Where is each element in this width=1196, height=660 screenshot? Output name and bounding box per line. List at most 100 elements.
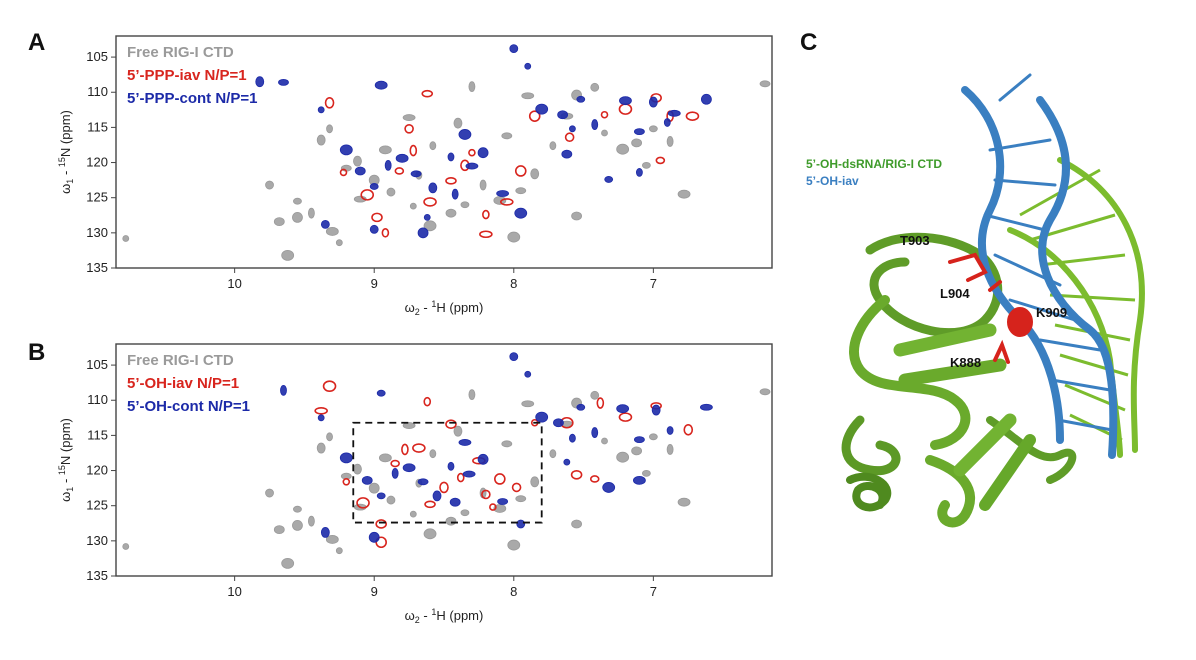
panel-a-legend: Free RIG-I CTD 5’-PPP-iav N/P=1 5’-PPP-c… bbox=[127, 44, 257, 107]
peak-point bbox=[631, 446, 643, 456]
peak-point bbox=[429, 449, 437, 459]
peak-point bbox=[453, 425, 463, 437]
peak-point bbox=[648, 433, 658, 441]
peak-point bbox=[701, 93, 712, 105]
peak-point bbox=[460, 509, 470, 517]
peak-point bbox=[326, 124, 333, 134]
y-tick-label: 120 bbox=[86, 463, 108, 478]
peak-point bbox=[378, 453, 392, 463]
peak-point bbox=[514, 165, 527, 177]
peak-point bbox=[648, 96, 658, 108]
peak-point bbox=[641, 469, 651, 477]
peak-point bbox=[439, 481, 449, 494]
peak-point bbox=[511, 482, 522, 493]
panel-a-spectrum: 10 9 8 7 105 110 115 120 125 130 135 Free RIG-I CT… bbox=[57, 35, 773, 317]
peak-point bbox=[667, 109, 681, 117]
peak-point bbox=[685, 111, 700, 121]
peak-point bbox=[317, 414, 325, 422]
peak-point bbox=[368, 531, 380, 543]
peak-point bbox=[666, 444, 674, 455]
peak-point bbox=[634, 436, 645, 444]
peak-point bbox=[402, 114, 416, 121]
peak-point bbox=[335, 239, 343, 247]
x-tick-label: 9 bbox=[371, 584, 378, 599]
peak-point bbox=[515, 495, 527, 503]
residue-label-k888: K888 bbox=[950, 355, 981, 370]
peak-point bbox=[402, 422, 416, 429]
peak-point bbox=[589, 475, 600, 483]
peak-point bbox=[524, 62, 532, 70]
peak-point bbox=[700, 403, 713, 411]
series-iav bbox=[324, 89, 700, 239]
peak-point bbox=[368, 482, 380, 494]
peak-point bbox=[501, 440, 513, 448]
peak-point bbox=[549, 141, 557, 151]
peak-point bbox=[316, 134, 326, 146]
peak-point bbox=[553, 418, 564, 428]
peak-point bbox=[493, 196, 507, 205]
peak-point bbox=[412, 443, 426, 453]
x-tick-label: 8 bbox=[510, 584, 517, 599]
peak-point bbox=[591, 427, 599, 438]
y-tick-label: 135 bbox=[86, 260, 108, 275]
panel-a-plot-frame bbox=[115, 35, 773, 269]
peak-point bbox=[683, 423, 694, 436]
peak-point bbox=[432, 490, 442, 502]
peak-point bbox=[590, 82, 600, 92]
peak-point bbox=[497, 498, 509, 505]
peak-point bbox=[601, 437, 608, 445]
peak-point bbox=[265, 180, 274, 190]
peak-point bbox=[604, 176, 614, 183]
peak-point bbox=[423, 220, 437, 232]
peak-point bbox=[564, 132, 575, 143]
panel-label-c: C bbox=[800, 29, 817, 56]
panel-b-legend: Free RIG-I CTD 5’-OH-iav N/P=1 5’-OH-con… bbox=[127, 352, 250, 415]
peak-point bbox=[342, 477, 351, 486]
peak-point bbox=[378, 145, 392, 155]
peak-point bbox=[481, 489, 491, 500]
x-tick-label: 10 bbox=[227, 276, 241, 291]
peak-point bbox=[759, 80, 771, 88]
peak-point bbox=[386, 187, 396, 197]
y-tick-label: 125 bbox=[86, 190, 108, 205]
peak-point bbox=[576, 403, 586, 411]
peak-point bbox=[456, 472, 465, 483]
peak-point bbox=[458, 439, 472, 446]
peak-point bbox=[401, 443, 409, 456]
panel-a-y-axis-label: ω1 - 15N (ppm) bbox=[57, 110, 75, 194]
peak-point bbox=[501, 132, 513, 140]
x-tick-label: 7 bbox=[650, 276, 657, 291]
peak-point bbox=[369, 183, 379, 190]
peak-point bbox=[528, 110, 541, 122]
peak-point bbox=[479, 230, 493, 239]
peak-point bbox=[322, 380, 337, 392]
peak-point bbox=[293, 197, 302, 205]
peak-point bbox=[666, 136, 674, 147]
peak-point bbox=[445, 516, 457, 526]
peak-point bbox=[280, 384, 287, 396]
peak-point bbox=[409, 510, 417, 518]
series-cont bbox=[255, 44, 712, 239]
peak-point bbox=[530, 168, 540, 180]
peak-point bbox=[633, 475, 646, 485]
peak-point bbox=[353, 155, 362, 167]
peak-point bbox=[445, 208, 457, 218]
x-tick-label: 7 bbox=[650, 584, 657, 599]
peak-point bbox=[616, 451, 630, 463]
peak-point bbox=[447, 152, 455, 162]
panel-label-a: A bbox=[28, 29, 45, 56]
peak-point bbox=[308, 207, 315, 219]
peak-point bbox=[477, 453, 489, 465]
peak-point bbox=[409, 144, 418, 157]
legend-entry-ppp-iav: 5’-PPP-iav N/P=1 bbox=[127, 67, 247, 84]
series-cont bbox=[280, 352, 713, 543]
peak-point bbox=[509, 44, 519, 54]
peak-point bbox=[376, 492, 386, 500]
peak-point bbox=[273, 217, 285, 227]
peak-point bbox=[428, 182, 438, 194]
peak-point bbox=[255, 76, 265, 88]
peak-point bbox=[569, 433, 576, 443]
peak-point bbox=[458, 129, 472, 140]
peak-point bbox=[677, 189, 691, 199]
